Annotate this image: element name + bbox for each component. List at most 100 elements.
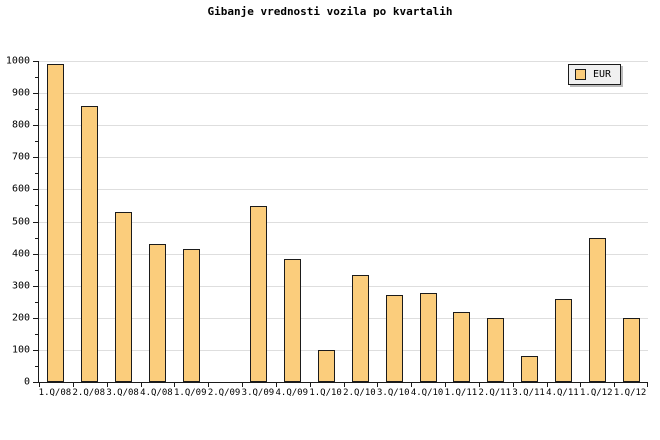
- x-axis-tick: [445, 382, 446, 387]
- x-axis-tick-label: 4.Q/10: [410, 388, 444, 398]
- legend-label-eur: EUR: [593, 69, 612, 80]
- y-axis-tick-label: 700: [11, 151, 30, 163]
- x-axis-tick-label: 2.Q/11: [478, 388, 512, 398]
- x-axis-tick-label: 3.Q/09: [241, 388, 275, 398]
- x-axis-tick: [106, 382, 108, 387]
- bar: [47, 64, 65, 382]
- gridline: [39, 61, 648, 62]
- bar: [487, 317, 505, 382]
- y-axis-tick: [33, 125, 39, 127]
- bar: [115, 211, 133, 382]
- bar: [250, 206, 268, 382]
- y-axis-tick: [33, 253, 39, 255]
- gridline: [39, 349, 648, 351]
- x-axis-tick-label: 3.Q/11: [512, 388, 545, 398]
- y-axis-tick-label: 100: [11, 344, 30, 356]
- bar: [521, 355, 539, 382]
- gridline: [39, 253, 648, 255]
- y-axis-tick: [33, 221, 39, 223]
- y-axis-tick: [33, 157, 39, 159]
- x-axis-tick: [39, 382, 40, 387]
- gridline: [39, 317, 648, 319]
- y-axis-minor-tick: [35, 365, 39, 367]
- y-axis-tick-label: 500: [11, 216, 30, 227]
- gridline: [39, 125, 648, 127]
- y-axis-tick: [33, 93, 39, 95]
- y-axis-minor-tick: [35, 205, 39, 207]
- x-axis-tick: [478, 382, 480, 387]
- y-axis-tick: [33, 317, 39, 319]
- x-axis-labels: 1.Q/08 2.Q/08 3.Q/08 4.Q/08 1.Q/09 2.Q/09 3.Q/…: [38, 388, 647, 404]
- gridline: [39, 285, 648, 287]
- y-axis-tick-label: 300: [11, 280, 30, 292]
- bar: [148, 243, 166, 382]
- x-axis-tick-label: 4.Q/09: [275, 388, 309, 398]
- y-axis-tick-label: 200: [11, 312, 30, 324]
- x-axis-tick: [512, 382, 514, 387]
- bar: [419, 293, 437, 382]
- x-axis-tick: [343, 382, 345, 387]
- x-axis-tick-label: 1.Q/12: [579, 388, 613, 398]
- bar: [622, 317, 640, 382]
- gridline: [39, 157, 648, 159]
- bar: [351, 275, 369, 382]
- y-axis-tick: [33, 61, 39, 62]
- y-axis-tick: [33, 189, 39, 191]
- x-axis-tick-label: 4.Q/11: [546, 388, 579, 398]
- x-axis-tick: [614, 382, 616, 387]
- x-axis-tick: [275, 382, 277, 387]
- bar: [284, 259, 302, 382]
- y-axis-minor-tick: [35, 237, 39, 239]
- x-axis-tick: [377, 382, 379, 387]
- x-axis-tick: [411, 382, 413, 387]
- x-axis-tick-label: 2.Q/08: [72, 388, 106, 398]
- bar: [318, 349, 336, 382]
- y-axis-tick-label: 400: [11, 248, 30, 260]
- y-axis-tick: [33, 382, 39, 383]
- y-axis-minor-tick: [35, 141, 39, 143]
- x-axis-tick: [72, 382, 74, 387]
- bar: [588, 238, 606, 382]
- y-axis-tick-label: 600: [11, 183, 30, 195]
- x-axis-tick: [140, 382, 142, 387]
- x-axis-tick-label: 3.Q/10: [376, 388, 410, 398]
- y-axis-tick-label: 0: [23, 376, 30, 388]
- x-axis-tick: [546, 382, 548, 387]
- y-axis-tick-label: 800: [11, 119, 30, 131]
- gridline: [39, 93, 648, 95]
- bar: [554, 299, 572, 382]
- y-axis-tick-label: 1000: [5, 55, 30, 67]
- x-axis-tick: [309, 382, 311, 387]
- x-axis-tick: [580, 382, 582, 387]
- gridline: [39, 189, 648, 191]
- legend-swatch-eur: [575, 69, 586, 80]
- y-axis-tick: [33, 349, 39, 351]
- bar: [81, 105, 99, 382]
- x-axis-tick-label: 2.Q/09: [207, 388, 241, 398]
- y-axis-minor-tick: [35, 109, 39, 111]
- chart-legend: EUR: [568, 64, 622, 85]
- x-axis-tick-label: 1.Q/12: [613, 388, 647, 398]
- y-axis-minor-tick: [35, 77, 39, 79]
- x-axis-tick: [174, 382, 176, 387]
- x-axis-tick: [208, 382, 210, 387]
- x-axis-tick-label: 1.Q/09: [173, 388, 207, 398]
- x-axis-tick-label: 3.Q/08: [106, 388, 139, 398]
- gridline: [39, 221, 648, 223]
- x-axis-tick: [242, 382, 243, 387]
- y-axis-tick: [33, 285, 39, 287]
- y-axis-minor-tick: [35, 301, 39, 303]
- x-axis-tick-label: 1.Q/08: [38, 388, 72, 398]
- bar: [182, 248, 200, 382]
- bar: [385, 295, 403, 382]
- x-axis-tick-label: 4.Q/08: [140, 388, 173, 398]
- y-axis-minor-tick: [35, 173, 39, 175]
- x-axis-tick-label: 2.Q/10: [343, 388, 376, 398]
- y-axis-minor-tick: [35, 333, 39, 335]
- x-axis-tick: [647, 382, 648, 387]
- bar: [453, 312, 471, 382]
- x-axis-tick-label: 1.Q/10: [309, 388, 342, 398]
- plot-area: 0 100 200 300 400 500 600 700 800 900 1000: [6, 56, 648, 388]
- chart-title: Gibanje vrednosti vozila po kvartalih: [207, 5, 453, 18]
